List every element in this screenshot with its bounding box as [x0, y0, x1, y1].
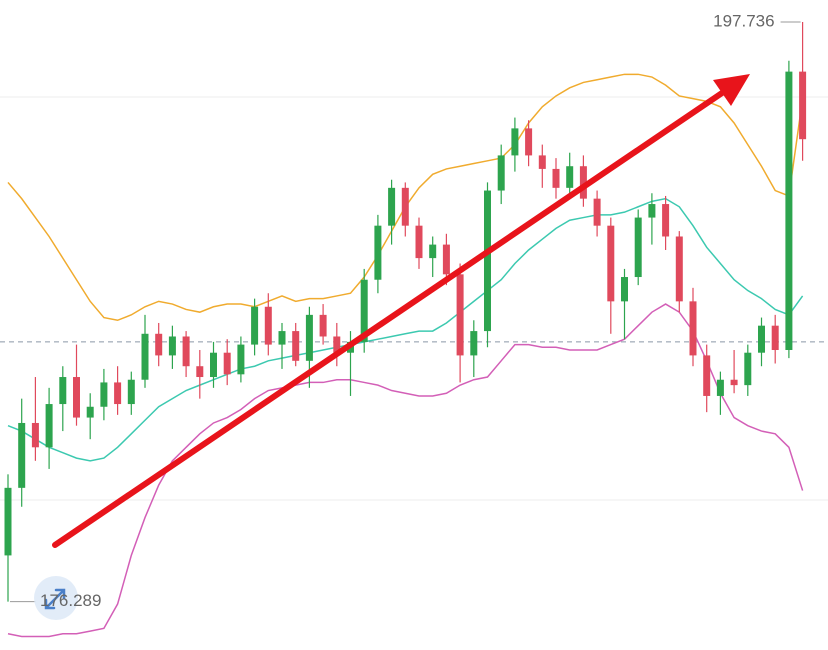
candle-body: [73, 377, 80, 418]
candle-body: [470, 331, 478, 356]
min-label: 176.289: [40, 591, 101, 610]
candle-body: [210, 352, 217, 378]
candle-body: [689, 301, 697, 356]
candle-body: [86, 406, 94, 418]
candle-body: [429, 244, 437, 259]
trend-arrow: [52, 74, 750, 548]
candle-body: [388, 187, 396, 226]
candle-body: [4, 487, 12, 556]
arrow-shaft: [52, 90, 725, 548]
candle-body: [621, 277, 628, 302]
candle-body: [456, 274, 464, 356]
candle-body: [566, 166, 574, 188]
candle-body: [264, 306, 272, 345]
candle-body: [703, 355, 711, 396]
candle-body: [744, 352, 752, 386]
candle-body: [758, 325, 765, 353]
candle-body: [141, 333, 149, 380]
candle-body: [45, 404, 53, 448]
candle-body: [579, 166, 587, 199]
candle-body: [319, 314, 327, 337]
candle-body: [716, 379, 724, 396]
candle-body: [333, 336, 341, 353]
candle-body: [552, 168, 560, 188]
candle-body: [155, 333, 163, 356]
tool-icon[interactable]: [44, 598, 56, 610]
candle-body: [374, 225, 382, 280]
tool-button[interactable]: [34, 576, 78, 620]
candle-body: [607, 225, 615, 302]
candle-body: [442, 244, 450, 275]
candle-body: [785, 71, 793, 351]
candle-body: [799, 71, 807, 140]
candle-body: [634, 217, 642, 278]
max-label: 197.736: [713, 11, 774, 30]
candle-body: [538, 155, 546, 169]
candle-body: [114, 382, 122, 405]
candle-body: [662, 204, 670, 237]
candle-body: [237, 344, 245, 375]
candle-body: [484, 190, 491, 332]
candle-body: [196, 366, 204, 378]
candle-body: [511, 128, 519, 156]
arrow-head: [713, 74, 750, 106]
candle-body: [18, 422, 26, 488]
candle-body: [771, 325, 779, 350]
candle-body: [415, 225, 423, 259]
candle-body: [168, 336, 176, 356]
candle-body: [31, 422, 39, 448]
candle-body: [525, 128, 533, 156]
plot: [0, 21, 828, 638]
band-line: [7, 197, 804, 462]
candle-body: [223, 352, 231, 375]
candle-body: [292, 331, 300, 361]
candle-body: [278, 331, 286, 345]
candle-body: [648, 204, 656, 218]
tool-icon[interactable]: [45, 588, 66, 609]
candle-body: [251, 306, 259, 345]
candle-body: [497, 155, 505, 191]
candle-body: [360, 279, 368, 342]
candle-body: [730, 379, 738, 386]
candle-body: [593, 198, 601, 226]
candle-body: [401, 187, 409, 226]
candle-body: [305, 314, 313, 361]
candle-body: [182, 336, 190, 367]
band-line: [7, 303, 804, 638]
candle-body: [127, 379, 135, 405]
candle-body: [675, 236, 683, 302]
candle-body: [100, 382, 108, 407]
candle-body: [59, 377, 67, 405]
